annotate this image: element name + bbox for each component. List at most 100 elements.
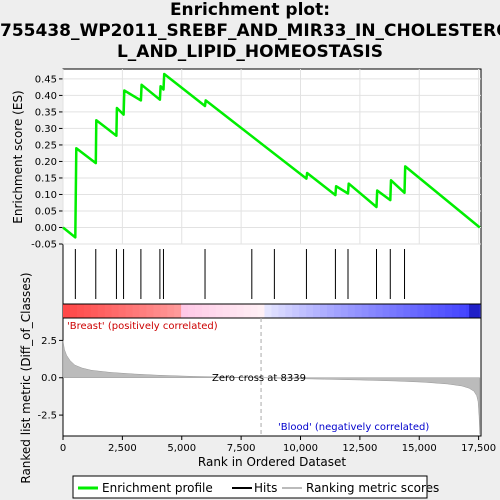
chart-title-line-2: 755438_WP2011_SREBF_AND_MIR33_IN_CHOLEST… [0,21,500,41]
hit-markers [74,249,406,299]
zero-cross-label: Zero cross at 8339 [212,373,306,384]
colorbar-segment [174,304,182,318]
colorbar-segment [160,304,168,318]
colorbar-segment [375,304,384,318]
colorbar-segment [250,304,259,318]
colorbar-segment [271,304,279,318]
colorbar-segment [97,304,106,318]
colorbar-segment [424,304,432,318]
colorbar-segment [389,304,398,318]
es-y-tick-label: 0.15 [35,173,57,184]
x-axis: 0 2,500 5,000 7,500 10,000 12,500 15,000 17,500 [60,436,496,454]
es-y-tick-label: 0.00 [35,223,57,234]
colorbar-segment [83,304,92,318]
colorbar-segment [417,304,425,318]
es-y-axis: 0.45 0.40 0.35 0.30 0.25 0.20 0.15 0.10 0.05 0.00… [31,74,63,251]
colorbar-segment [452,304,460,318]
colorbar-segment [347,304,356,318]
x-tick-label: 2,500 [108,443,137,454]
x-tick-label: 0 [60,443,66,454]
colorbar-segment [403,304,411,318]
colorbar-segment [153,304,161,318]
es-y-tick-label: -0.05 [31,240,57,251]
x-tick-label: 12,500 [342,443,377,454]
colorbar-segment [208,304,217,318]
colorbar-segment [299,304,307,318]
positive-class-label: 'Breast' (positively correlated) [67,321,218,332]
colorbar-segment [445,304,453,318]
es-y-tick-label: 0.45 [35,74,57,85]
x-tick-label: 5,000 [167,443,196,454]
colorbar-segment [188,304,196,318]
colorbar-segment [181,304,189,318]
colorbar-segment [139,304,147,318]
colorbar-segment [222,304,231,318]
colorbar-segment [69,304,78,318]
legend-es-label: Enrichment profile [102,481,213,495]
metric-y-tick-label: -2.5 [37,411,57,422]
negative-class-label: 'Blood' (negatively correlated) [278,422,429,433]
colorbar-segment [90,304,99,318]
colorbar-segment [320,304,328,318]
es-y-tick-label: 0.25 [35,140,57,151]
colorbar-segment [125,304,134,318]
colorbar-segment [292,304,300,318]
chart-title: Enrichment plot: 755438_WP2011_SREBF_AND… [0,0,500,63]
x-tick-label: 17,500 [461,443,496,454]
x-tick-label: 15,000 [402,443,437,454]
metric-y-tick-label: 0.0 [41,373,57,384]
colorbar-segment [382,304,391,318]
metric-y-tick-label: 2.5 [41,336,57,347]
hits-panel-frame [62,243,482,305]
rank-colorbar [63,304,481,318]
colorbar-segment [431,304,439,318]
colorbar-segment [118,304,127,318]
legend-hits-label: Hits [254,481,277,495]
colorbar-segment [458,304,467,318]
es-y-tick-label: 0.30 [35,124,57,135]
colorbar-segment [306,304,314,318]
metric-y-axis-label: Ranked list metric (Diff_of_Classes) [19,272,33,483]
colorbar-segment [278,304,286,318]
metric-series [62,318,481,436]
x-tick-label: 10,000 [283,443,318,454]
es-y-tick-label: 0.35 [35,107,57,118]
legend-metric-label: Ranking metric scores [306,481,439,495]
colorbar-segment [111,304,120,318]
colorbar-segment [333,304,342,318]
es-y-axis-label: Enrichment score (ES) [11,90,25,223]
es-grid [63,78,481,245]
colorbar-segment [410,304,418,318]
es-y-tick-label: 0.10 [35,190,57,201]
chart-title-line-1: Enrichment plot: [169,0,331,20]
es-y-tick-label: 0.40 [35,91,57,102]
x-axis-label: Rank in Ordered Dataset [198,455,346,469]
colorbar-segment [194,304,203,318]
es-series [62,72,481,239]
colorbar-segment [215,304,224,318]
colorbar-segment [313,304,321,318]
colorbar-segment [132,304,141,318]
colorbar-segment [167,304,175,318]
colorbar-segment [236,304,245,318]
colorbar-segment [257,304,266,318]
legend: Enrichment profile Hits Ranking metric s… [72,475,439,499]
es-y-tick-label: 0.20 [35,157,57,168]
colorbar-segment [146,304,154,318]
colorbar-segment [285,304,293,318]
colorbar-segment [243,304,252,318]
colorbar-segment [76,304,85,318]
metric-area [62,340,481,435]
colorbar-segment [104,304,113,318]
colorbar-segment [340,304,349,318]
x-tick-label: 7,500 [227,443,256,454]
es-profile-line [62,72,481,239]
es-x-grid [62,69,480,244]
colorbar-segment [229,304,238,318]
es-panel-frame [62,68,482,245]
colorbar-segment [469,304,480,318]
colorbar-segment [354,304,363,318]
colorbar-segment [396,304,404,318]
colorbar-segment [326,304,335,318]
colorbar-segment [438,304,446,318]
